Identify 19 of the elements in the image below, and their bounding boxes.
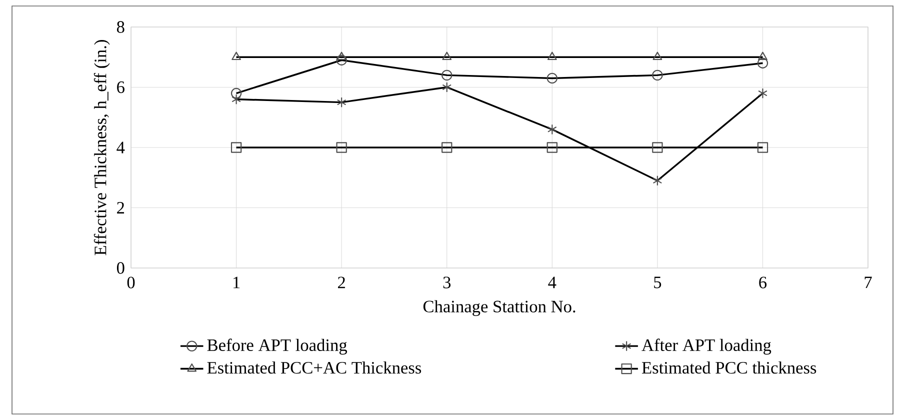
y-tick-label: 0	[116, 262, 124, 274]
x-tick-label: 7	[864, 276, 872, 288]
x-tick-label: 0	[127, 276, 135, 288]
legend-label: Estimated PCC thickness	[642, 361, 816, 374]
legend-label: After APT loading	[642, 338, 772, 355]
x-tick-label: 4	[548, 276, 556, 288]
y-tick-label: 8	[116, 21, 124, 33]
legend-label: Estimated PCC+AC Thickness	[207, 361, 422, 374]
y-axis-title: Effective Thickness, h_eff (in.)	[94, 40, 110, 256]
y-tick-label: 6	[117, 81, 124, 94]
y-tick-label: 2	[117, 202, 124, 214]
x-tick-label: 2	[338, 276, 345, 288]
x-tick-label: 1	[233, 276, 240, 288]
x-tick-label: 3	[443, 276, 451, 288]
x-axis-title: Chainage Stattion No.	[423, 300, 576, 316]
y-tick-label: 4	[116, 142, 125, 154]
legend-label: Before APT loading	[207, 338, 348, 355]
x-tick-label: 5	[654, 276, 662, 288]
x-tick-label: 6	[759, 276, 767, 288]
